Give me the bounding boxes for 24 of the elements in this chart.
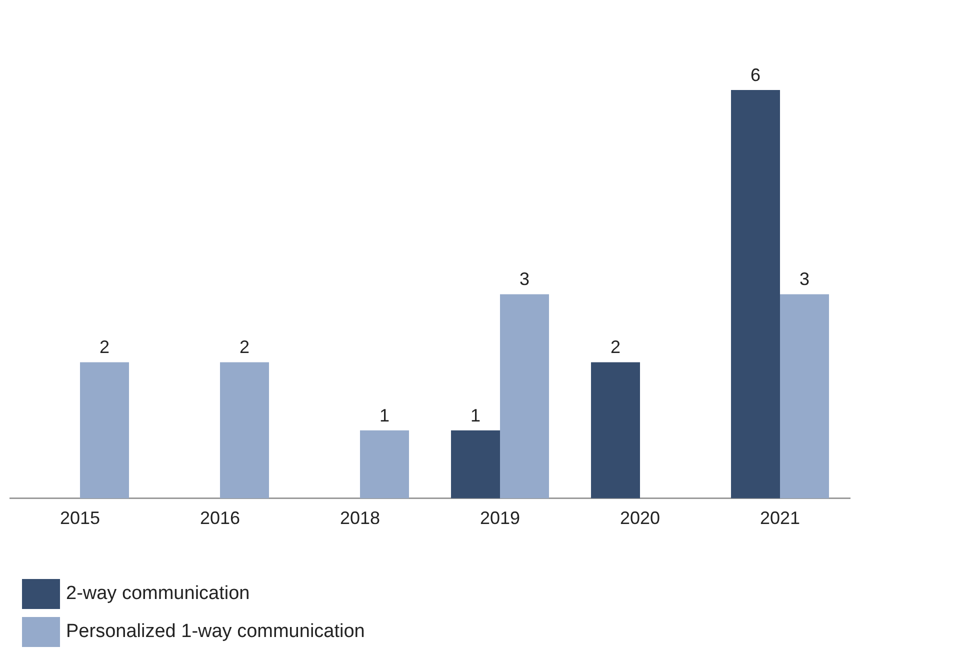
x-tick-label: 2018	[340, 508, 380, 528]
data-label: 2	[99, 337, 110, 358]
bar	[220, 362, 269, 498]
bar	[591, 362, 640, 498]
data-label: 2	[610, 337, 621, 358]
legend-label: 2-way communication	[66, 583, 250, 605]
bar	[80, 362, 129, 498]
bar	[780, 294, 829, 498]
legend-label: Personalized 1-way communication	[66, 621, 365, 643]
bar	[451, 430, 500, 498]
data-label: 3	[799, 269, 810, 290]
data-label: 1	[379, 405, 390, 426]
x-tick-label: 2020	[620, 508, 660, 528]
x-tick-label: 2019	[480, 508, 520, 528]
data-label: 6	[750, 64, 761, 85]
bar	[360, 430, 409, 498]
bar	[731, 90, 780, 498]
bar	[500, 294, 549, 498]
data-label: 3	[519, 269, 530, 290]
x-tick-label: 2016	[200, 508, 240, 528]
x-tick-label: 2021	[760, 508, 800, 528]
x-tick-label: 2015	[60, 508, 100, 528]
data-label: 1	[470, 405, 481, 426]
data-label: 2	[239, 337, 250, 358]
